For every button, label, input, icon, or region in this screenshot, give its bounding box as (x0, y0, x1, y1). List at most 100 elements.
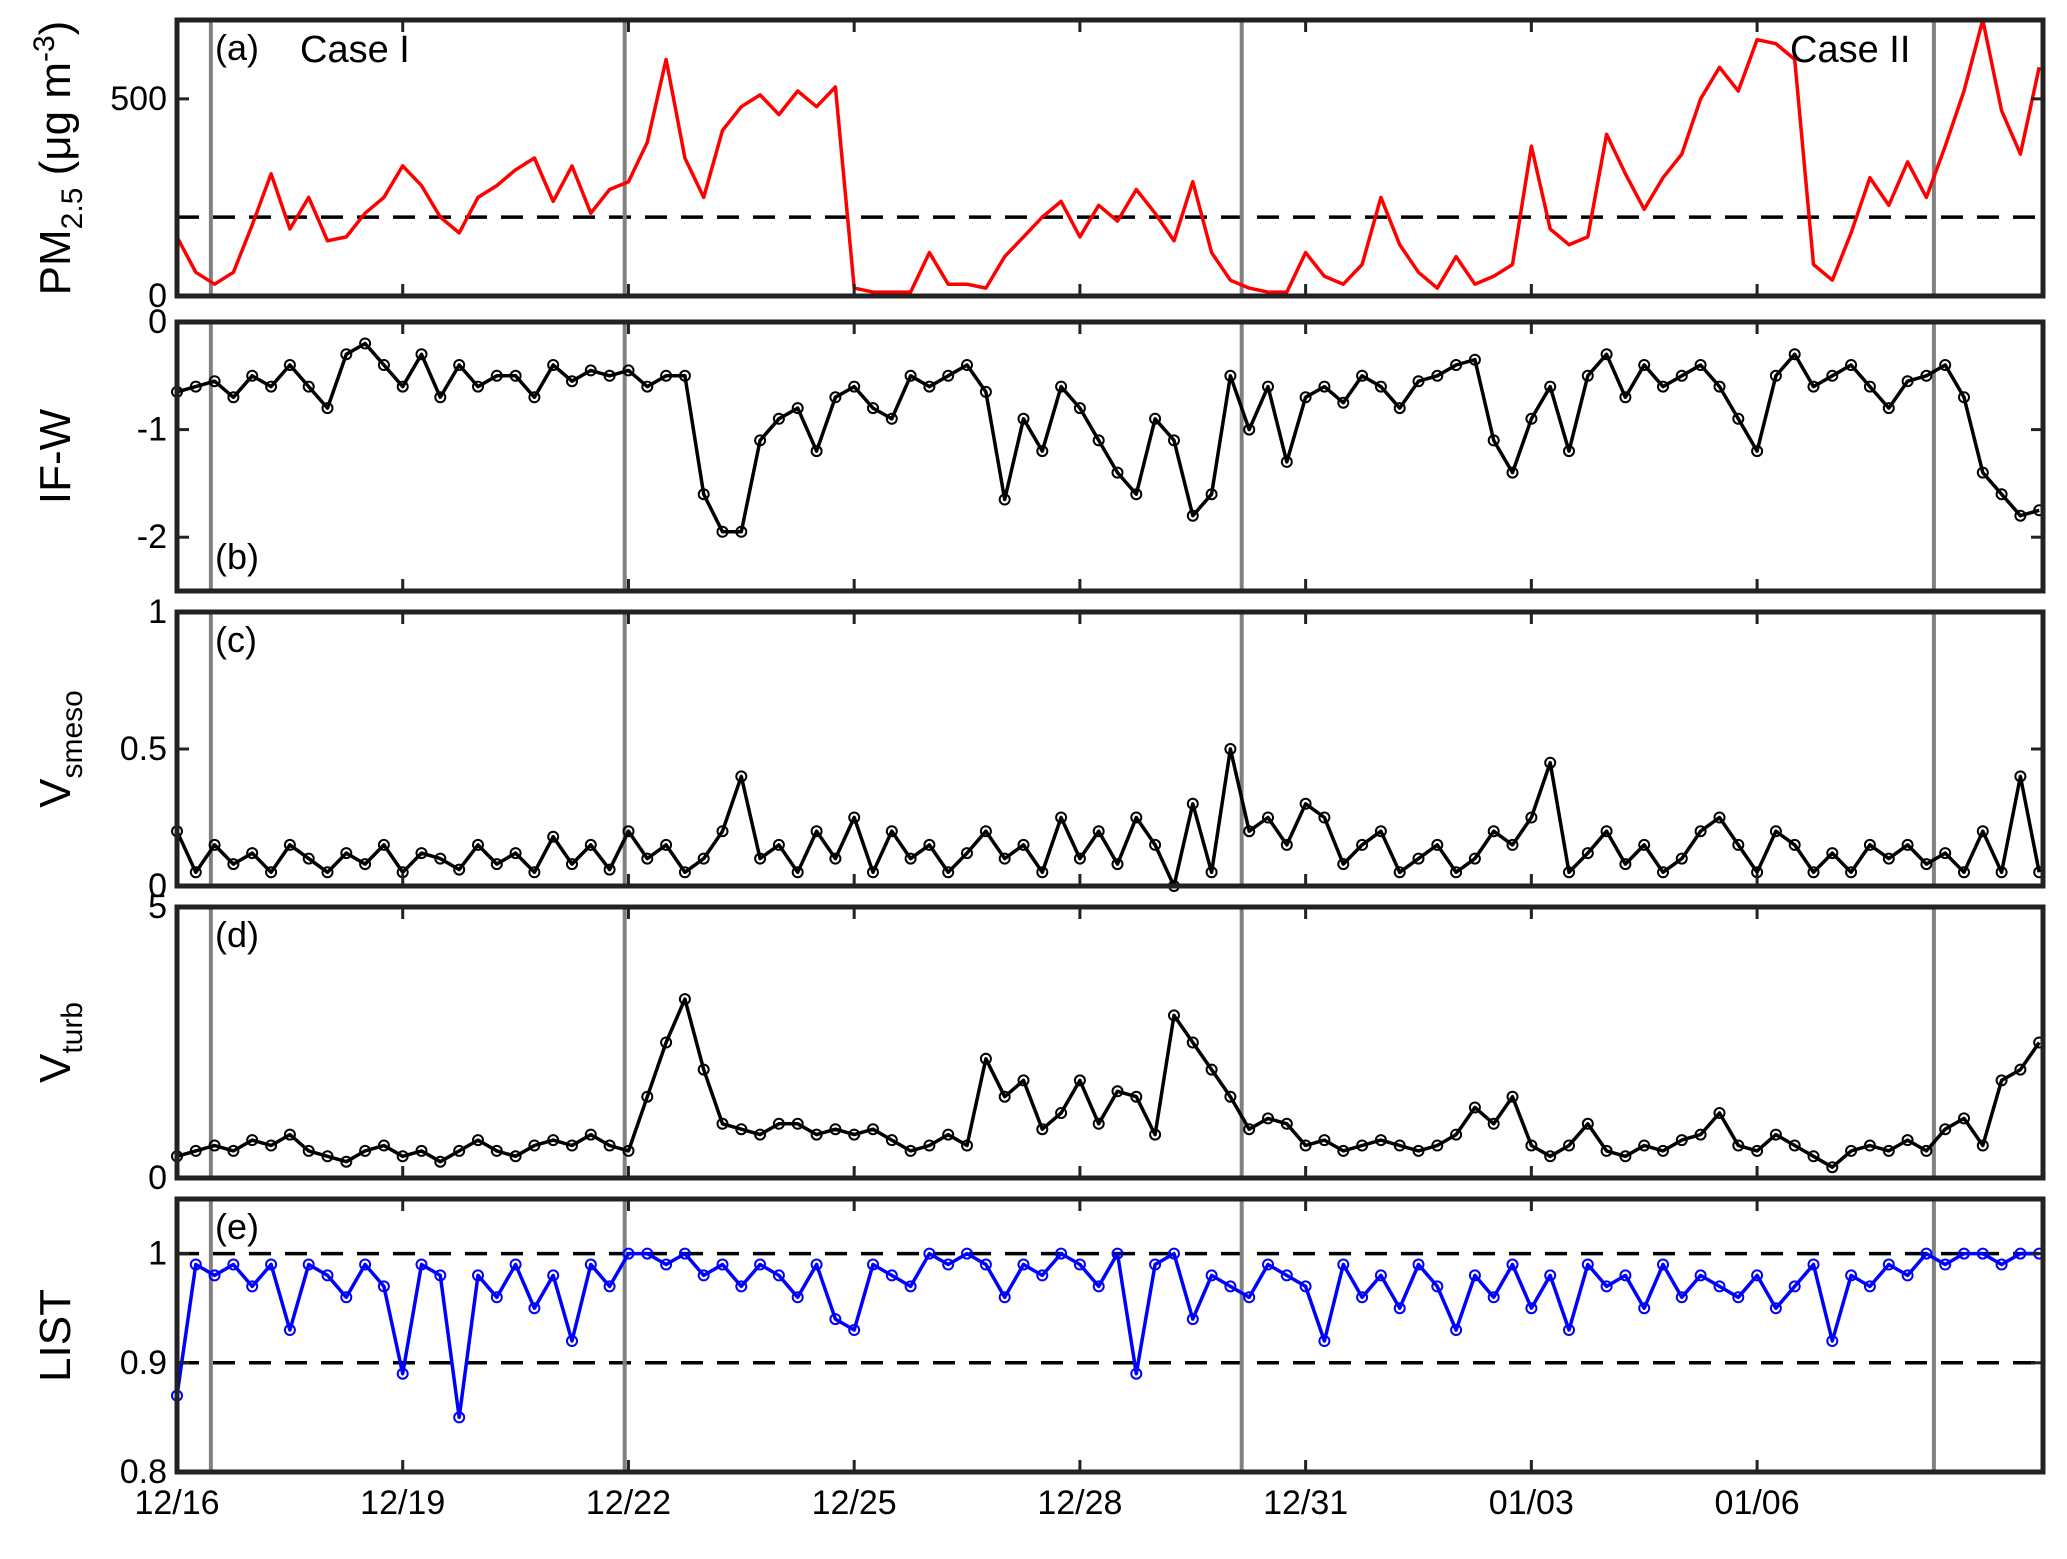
panel-4-ylabel: Vturb (31, 1002, 89, 1083)
panel-4-point-51 (1130, 1090, 1143, 1103)
panel-3-point-69 (1468, 852, 1481, 865)
panel-3-point-47 (1055, 811, 1068, 824)
panel-3-point-36 (848, 811, 861, 824)
panel-3-point-19 (528, 866, 541, 879)
panel-3-point-97 (1995, 866, 2008, 879)
panel-2-point-29 (716, 525, 729, 538)
panel-2-point-90 (1863, 380, 1876, 393)
panel-4-point-93 (1920, 1144, 1933, 1157)
panel-4-point-47 (1055, 1107, 1068, 1119)
panel-4-point-97 (1995, 1074, 2008, 1087)
panel-1-ylabel: PM2.5 (μg m-3) (28, 21, 89, 296)
panel-3-point-82 (1713, 811, 1726, 824)
panel-5-point-6 (283, 1324, 296, 1336)
panel-2-point-16 (472, 380, 484, 393)
panel-4-point-59 (1280, 1117, 1293, 1130)
panel-2-point-57 (1243, 423, 1256, 436)
panel-3-point-25 (641, 852, 654, 865)
panel-2-point-35 (829, 391, 842, 404)
panel-3-point-67 (1431, 838, 1444, 851)
panel-2-point-9 (340, 348, 353, 361)
panel-5-point-38 (885, 1269, 898, 1282)
panel-4-point-49 (1092, 1117, 1105, 1130)
panel-5-point-20 (547, 1269, 560, 1282)
panel-5-point-73 (1544, 1269, 1557, 1282)
panel-2-point-20 (547, 359, 560, 371)
panel-4-point-24 (622, 1144, 635, 1157)
panel-5-point-63 (1356, 1291, 1369, 1304)
panel-2-point-98 (2014, 509, 2027, 522)
panel-3-point-17 (490, 858, 503, 871)
panel-5-point-45 (1017, 1258, 1030, 1271)
panel-1-frame (174, 17, 2046, 299)
panel-4-point-81 (1694, 1128, 1707, 1141)
panel-2-point-6 (283, 359, 296, 371)
panel-3-point-13 (415, 847, 428, 860)
panel-4-point-22 (584, 1128, 597, 1141)
panel-2-point-26 (660, 369, 673, 382)
panel-1-ytick-label-1: 500 (110, 80, 167, 118)
panel-5-point-9 (340, 1291, 353, 1304)
panel-3-point-2 (208, 838, 221, 851)
panel-5-point-24 (622, 1247, 635, 1260)
panel-5-point-68 (1450, 1324, 1463, 1336)
panel-2-point-13 (415, 348, 428, 361)
panel-2-ytick-label-2: 0 (148, 303, 167, 341)
panel-4-point-54 (1186, 1036, 1199, 1049)
panel-3-point-51 (1130, 811, 1143, 824)
panel-5-point-91 (1882, 1258, 1895, 1271)
panel-2-point-61 (1318, 380, 1331, 393)
panel-3-point-76 (1600, 825, 1613, 838)
panel-5-point-12 (396, 1367, 409, 1380)
panel-3-point-27 (678, 866, 691, 879)
panel-5-point-70 (1487, 1291, 1500, 1304)
panel-4-point-85 (1769, 1128, 1782, 1141)
panel-3-point-48 (1073, 852, 1086, 865)
panel-4-point-56 (1224, 1090, 1237, 1103)
panel-2-point-40 (923, 380, 936, 393)
panel-3-point-80 (1675, 852, 1688, 865)
panel-5-point-17 (490, 1291, 503, 1304)
panel-4-point-98 (2014, 1063, 2027, 1076)
panel-4-point-25 (641, 1090, 654, 1103)
panel-4-point-11 (377, 1139, 390, 1152)
panel-5-point-94 (1939, 1258, 1952, 1271)
panel-5-point-51 (1130, 1367, 1143, 1380)
panel-5-point-34 (810, 1258, 823, 1271)
panel-5-series-line (175, 1251, 2040, 1420)
panel-5-frame (174, 1196, 2046, 1475)
panel-3-point-50 (1111, 858, 1124, 871)
panel-5-point-98 (2014, 1247, 2027, 1260)
panel-3-point-18 (509, 847, 522, 860)
panel-2-point-37 (867, 402, 879, 415)
panel-3-point-3 (227, 858, 240, 871)
panel-4-point-72 (1525, 1139, 1538, 1152)
panel-2-point-74 (1563, 445, 1575, 458)
panel-2-ylabel-main: IF-W (31, 408, 80, 504)
panel-1-ylabel-sub: 2.5 (56, 188, 89, 230)
panel-3-point-49 (1092, 825, 1105, 838)
panel-2-point-34 (810, 445, 823, 458)
panel-3-point-24 (622, 825, 635, 838)
panel-5-point-19 (528, 1302, 541, 1315)
panel-3-point-42 (961, 847, 973, 860)
panel-5-point-84 (1751, 1269, 1764, 1282)
panel-4-point-1 (189, 1144, 202, 1157)
panel-3-point-33 (791, 866, 804, 879)
panel-4-point-79 (1657, 1144, 1669, 1157)
panel-5-point-26 (660, 1258, 673, 1271)
panel-3-point-52 (1149, 838, 1162, 851)
panel-3-point-29 (716, 825, 729, 838)
panel-3-point-37 (867, 866, 879, 879)
panel-5-point-95 (1958, 1247, 1970, 1260)
panel-4-point-92 (1901, 1134, 1914, 1147)
panel-5-point-2 (208, 1269, 221, 1282)
panel-3-point-11 (377, 838, 390, 851)
panel-2-point-24 (622, 364, 635, 377)
panel-4-point-83 (1732, 1139, 1745, 1152)
panel-5-point-23 (603, 1280, 616, 1293)
panel-2-point-19 (528, 391, 541, 404)
panel-4-point-42 (961, 1139, 973, 1152)
panel-2-point-39 (904, 369, 917, 382)
panel-1-ylabel-close: ) (31, 21, 80, 36)
